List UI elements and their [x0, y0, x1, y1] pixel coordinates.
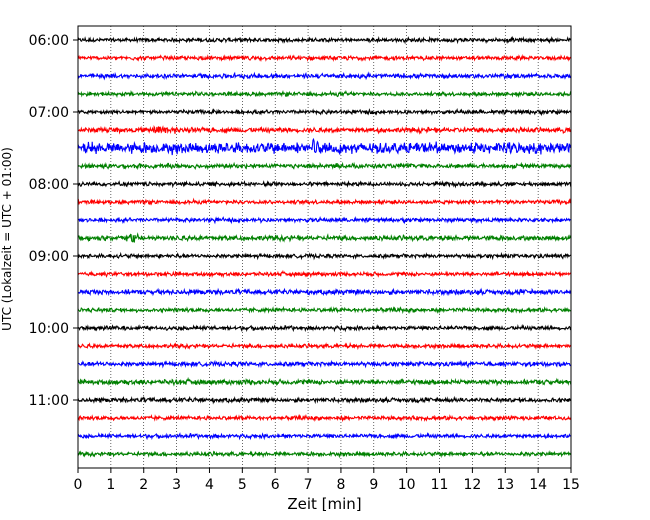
trace-0745 — [77, 161, 572, 171]
trace-0815 — [77, 197, 572, 206]
x-axis-ticks: 0 1 2 3 4 5 6 7 8 9 10 11 12 13 14 15 — [74, 468, 580, 493]
x-tick-label: 5 — [238, 477, 247, 493]
x-tick-label: 6 — [271, 477, 280, 493]
y-tick-label: 08:00 — [29, 177, 69, 193]
trace-0900 — [77, 251, 572, 261]
x-tick-label: 11 — [431, 477, 449, 493]
x-tick-label: 7 — [304, 477, 313, 493]
trace-1030 — [77, 359, 572, 369]
y-tick-label: 07:00 — [29, 105, 69, 121]
trace-group — [77, 35, 572, 459]
y-tick-label: 10:00 — [29, 321, 69, 337]
x-tick-label: 12 — [463, 477, 481, 493]
plot-frame — [77, 25, 572, 469]
trace-0945 — [77, 305, 572, 315]
x-tick-label: 3 — [172, 477, 181, 493]
y-tick-label: 06:00 — [29, 33, 69, 49]
x-tick-label: 10 — [398, 477, 416, 493]
x-tick-label: 14 — [529, 477, 547, 493]
trace-0930 — [77, 287, 572, 297]
trace-1115 — [77, 413, 572, 423]
trace-0715 — [77, 124, 572, 135]
y-axis-label: UTC (Lokalzeit = UTC + 01:00) — [0, 147, 14, 331]
trace-1045 — [77, 376, 572, 387]
x-tick-label: 8 — [336, 477, 345, 493]
vertical-gridlines — [77, 26, 572, 468]
x-tick-label: 15 — [562, 477, 580, 493]
trace-1145 — [77, 450, 572, 459]
trace-1100 — [77, 395, 572, 405]
trace-0645 — [77, 89, 572, 99]
trace-1015 — [77, 341, 572, 351]
x-tick-label: 1 — [106, 477, 115, 493]
y-axis-ticks: 06:00 07:00 08:00 09:00 10:00 11:00 — [29, 33, 78, 409]
x-tick-label: 13 — [496, 477, 514, 493]
trace-0915 — [77, 269, 572, 279]
trace-0845 — [77, 232, 572, 244]
x-tick-label: 4 — [205, 477, 214, 493]
trace-0630 — [77, 71, 572, 81]
x-tick-label: 2 — [139, 477, 148, 493]
trace-0730 — [77, 137, 572, 156]
trace-1130 — [77, 432, 572, 441]
y-tick-label: 09:00 — [29, 249, 69, 265]
x-axis-label: Zeit [min] — [287, 495, 361, 513]
trace-1000 — [78, 323, 572, 333]
trace-0800 — [77, 180, 572, 189]
x-tick-label: 0 — [74, 477, 83, 493]
trace-0830 — [77, 216, 572, 225]
trace-0700 — [77, 108, 572, 117]
y-tick-label: 11:00 — [29, 393, 69, 409]
trace-0615 — [77, 53, 572, 63]
trace-0600 — [77, 35, 572, 45]
x-tick-label: 9 — [369, 477, 378, 493]
